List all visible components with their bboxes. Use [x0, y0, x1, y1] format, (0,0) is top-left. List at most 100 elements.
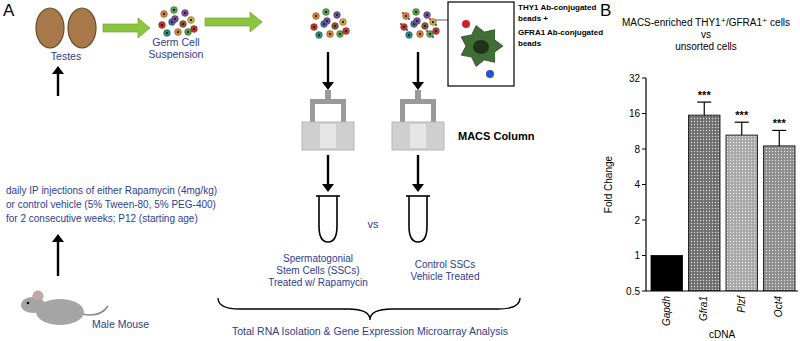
- bead: [429, 18, 431, 20]
- bead: [435, 24, 437, 26]
- cell: [327, 31, 334, 38]
- cell: [337, 31, 344, 38]
- cell: [185, 29, 192, 36]
- cell-nucleus: [173, 9, 175, 11]
- tube: [409, 196, 427, 242]
- cell: [417, 31, 424, 38]
- bead: [462, 20, 470, 28]
- mouse: [33, 291, 43, 301]
- flow-arrow: [327, 155, 329, 185]
- tick-label: 0.5: [626, 286, 640, 297]
- magnet: [431, 99, 436, 123]
- chart-title: unsorted cells: [675, 41, 737, 52]
- bar: [689, 115, 721, 291]
- cell: [159, 22, 166, 29]
- flow-arrow: [322, 82, 334, 90]
- magnet: [310, 99, 346, 104]
- brace: [218, 298, 520, 320]
- cell-nucleus: [429, 33, 431, 35]
- cell: [182, 10, 189, 17]
- label: for 2 consecutive weeks; P12 (starting a…: [6, 213, 198, 224]
- tick-label: 4: [634, 179, 640, 190]
- bar: [726, 135, 758, 291]
- flow-arrow: [327, 52, 329, 83]
- label: beads +: [518, 14, 548, 23]
- x-axis: [646, 290, 798, 291]
- cell: [414, 18, 421, 25]
- flow-arrow: [412, 82, 424, 90]
- bead: [406, 29, 408, 31]
- flow-arrow: [57, 241, 59, 276]
- cell-nucleus: [329, 33, 331, 35]
- cell-nucleus: [182, 23, 184, 25]
- label: Testes: [51, 50, 81, 62]
- macs-column: [410, 124, 426, 148]
- bead: [400, 23, 402, 25]
- cell-nucleus: [415, 11, 417, 13]
- bead: [486, 70, 494, 78]
- panel-label: A: [3, 1, 15, 20]
- cell-nucleus: [318, 34, 320, 36]
- cell: [403, 13, 410, 20]
- tick-label: 16: [629, 108, 641, 119]
- cell: [191, 26, 198, 33]
- tick-label: 1: [634, 250, 640, 261]
- cell-nucleus: [326, 20, 328, 22]
- flow-arrow: [57, 73, 59, 96]
- magnet: [400, 99, 436, 104]
- cell: [180, 21, 187, 28]
- label: vs: [368, 218, 380, 230]
- cell: [401, 24, 408, 31]
- cell-nucleus: [432, 21, 434, 23]
- significance: ***: [773, 117, 787, 129]
- label: beads: [518, 39, 542, 48]
- error-bar: [741, 122, 742, 135]
- inset-connector: [436, 20, 448, 21]
- cell: [313, 13, 320, 20]
- testis: [36, 8, 64, 48]
- magnet: [415, 90, 421, 100]
- axis-title: cDNA: [709, 329, 735, 340]
- label: Vehicle Treated: [411, 271, 480, 282]
- macs-column: [302, 122, 354, 150]
- cell-nucleus: [315, 15, 317, 17]
- flow-arrow: [103, 18, 150, 38]
- flow-arrow: [322, 184, 334, 192]
- axis-title: Fold Change: [603, 155, 614, 213]
- label: Spermatogonial: [283, 253, 353, 264]
- label: MACS Column: [458, 130, 535, 142]
- cell-nucleus: [163, 13, 165, 15]
- category-label: Gfra1: [698, 296, 709, 321]
- magnet: [400, 99, 405, 123]
- cell-nucleus: [426, 14, 428, 16]
- label: Germ Cell: [152, 36, 199, 48]
- flow-arrow: [52, 66, 64, 74]
- cell-nucleus: [339, 33, 341, 35]
- tube: [406, 195, 430, 197]
- cell: [311, 24, 318, 31]
- cell-nucleus: [342, 21, 344, 23]
- label: THY1 Ab-conjugated: [518, 3, 596, 12]
- error-bar: [704, 102, 705, 115]
- cell: [161, 11, 168, 18]
- cell-nucleus: [166, 32, 168, 34]
- error-cap: [735, 122, 749, 123]
- cell-nucleus: [473, 40, 489, 54]
- cell-nucleus: [184, 12, 186, 14]
- cell-nucleus: [408, 34, 410, 36]
- cell-nucleus: [190, 19, 192, 21]
- bars: [651, 102, 795, 291]
- bead: [432, 36, 434, 38]
- tick-label: 32: [629, 73, 641, 84]
- cell: [324, 18, 331, 25]
- label: or control vehicle (5% Tween-80, 5% PEG-…: [6, 199, 216, 210]
- label: Stem Cells (SSCs): [276, 265, 359, 276]
- bead: [426, 30, 428, 32]
- cell-nucleus: [435, 30, 437, 32]
- cell-nucleus: [313, 26, 315, 28]
- magnet: [341, 99, 346, 123]
- flow-arrow: [52, 234, 64, 242]
- cell: [343, 28, 350, 35]
- category-label: Plzf: [736, 295, 747, 313]
- cell: [332, 23, 339, 30]
